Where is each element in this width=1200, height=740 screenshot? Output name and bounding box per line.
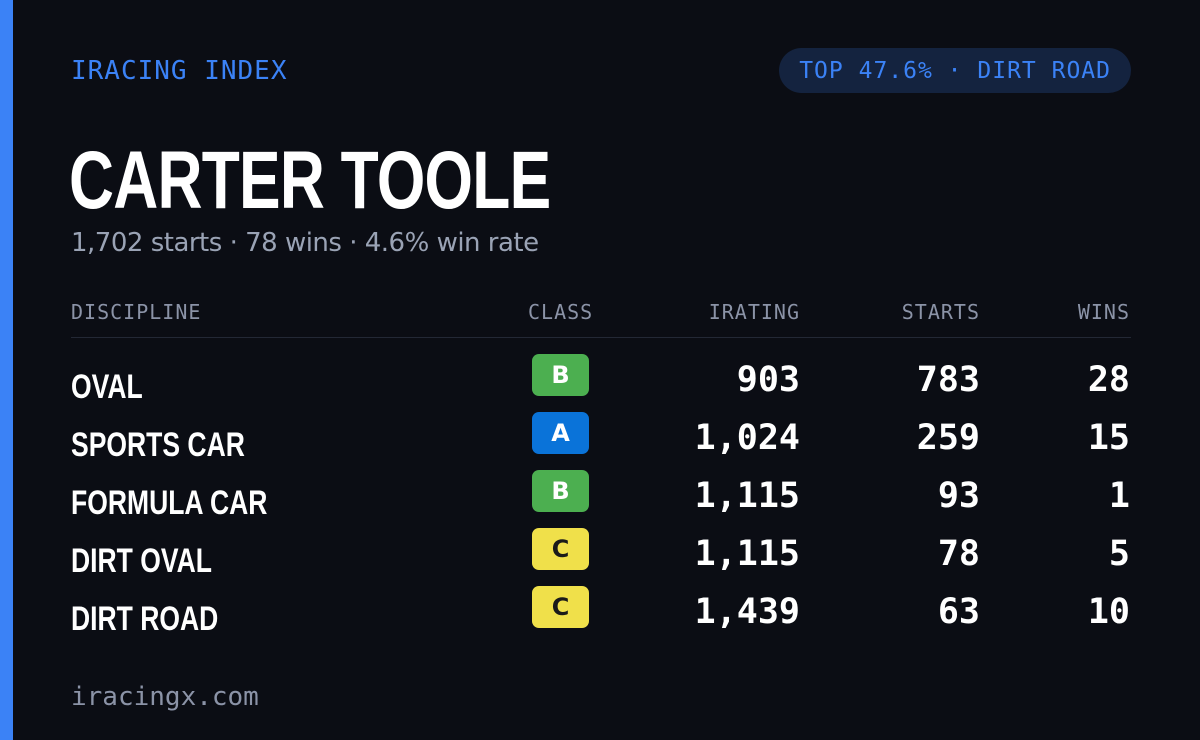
- irating-cell: 903: [736, 360, 800, 400]
- wins-cell: 10: [1087, 592, 1130, 632]
- irating-cell: 1,439: [694, 592, 800, 632]
- driver-summary: 1,702 starts · 78 wins · 4.6% win rate: [71, 228, 539, 258]
- class-badge: A: [532, 412, 589, 454]
- class-badge: C: [532, 586, 589, 628]
- table-row: DIRT OVAL C 1,115 78 5: [71, 528, 1131, 586]
- wins-cell: 5: [1108, 534, 1130, 574]
- starts-cell: 783: [916, 360, 980, 400]
- footer-site: iracingx.com: [71, 682, 259, 712]
- class-badge: C: [532, 528, 589, 570]
- class-badge: B: [532, 354, 589, 396]
- table-header: DISCIPLINE CLASS IRATING STARTS WINS: [71, 296, 1131, 338]
- table-row: SPORTS CAR A 1,024 259 15: [71, 412, 1131, 470]
- header-discipline: DISCIPLINE: [71, 300, 202, 324]
- starts-cell: 259: [916, 418, 980, 458]
- starts-cell: 93: [937, 476, 980, 516]
- discipline-cell: DIRT ROAD: [71, 600, 219, 638]
- header-starts: STARTS: [901, 300, 980, 324]
- discipline-cell: SPORTS CAR: [71, 426, 245, 464]
- class-badge: B: [532, 470, 589, 512]
- header-irating: IRATING: [708, 300, 800, 324]
- rank-pill: TOP 47.6% · DIRT ROAD: [779, 48, 1131, 93]
- wins-cell: 28: [1087, 360, 1130, 400]
- table-row: OVAL B 903 783 28: [71, 354, 1131, 412]
- irating-cell: 1,115: [694, 476, 800, 516]
- irating-cell: 1,024: [694, 418, 800, 458]
- table-body: OVAL B 903 783 28 SPORTS CAR A 1,024 259 15 FORMUL…: [71, 338, 1131, 644]
- header-wins: WINS: [1077, 300, 1130, 324]
- driver-name: CARTER TOOLE: [69, 135, 551, 226]
- discipline-cell: FORMULA CAR: [71, 484, 268, 522]
- wins-cell: 1: [1108, 476, 1130, 516]
- accent-bar: [0, 0, 13, 740]
- irating-cell: 1,115: [694, 534, 800, 574]
- discipline-cell: DIRT OVAL: [71, 542, 212, 580]
- wins-cell: 15: [1087, 418, 1130, 458]
- starts-cell: 63: [937, 592, 980, 632]
- table-row: DIRT ROAD C 1,439 63 10: [71, 586, 1131, 644]
- starts-cell: 78: [937, 534, 980, 574]
- discipline-cell: OVAL: [71, 368, 143, 406]
- brand-title: IRACING INDEX: [71, 56, 288, 86]
- header-class: CLASS: [528, 300, 594, 324]
- table-row: FORMULA CAR B 1,115 93 1: [71, 470, 1131, 528]
- stats-table: DISCIPLINE CLASS IRATING STARTS WINS OVA…: [71, 296, 1131, 644]
